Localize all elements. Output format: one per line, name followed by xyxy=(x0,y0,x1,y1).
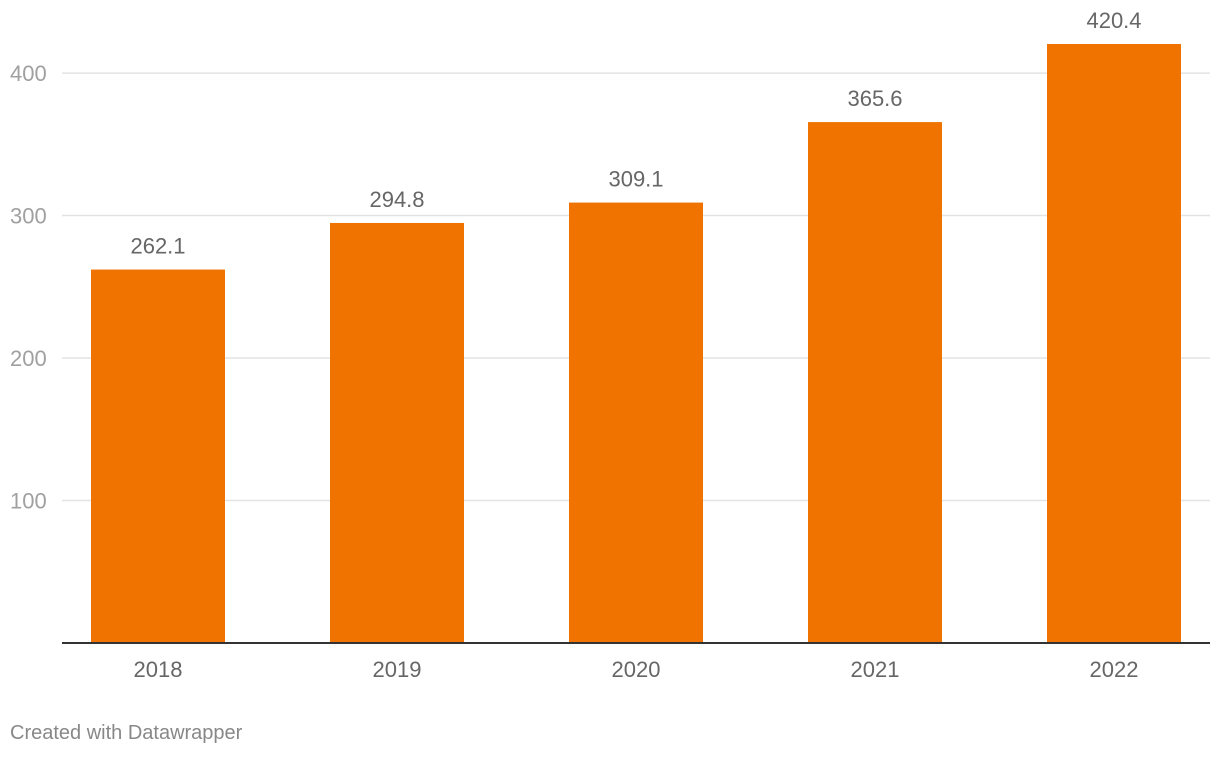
value-label-2022: 420.4 xyxy=(1086,8,1141,33)
y-tick-label: 200 xyxy=(10,346,47,371)
bar-2019 xyxy=(330,222,464,643)
x-tick-label-2018: 2018 xyxy=(134,657,183,682)
x-tick-label-2021: 2021 xyxy=(851,657,900,682)
y-tick-label: 300 xyxy=(10,204,47,229)
value-label-2019: 294.8 xyxy=(369,187,424,212)
value-label-2020: 309.1 xyxy=(608,167,663,192)
credit-text: Created with Datawrapper xyxy=(10,722,243,744)
bar-2018 xyxy=(91,269,225,643)
bar-2020 xyxy=(569,202,703,643)
value-label-2021: 365.6 xyxy=(847,86,902,111)
bars xyxy=(62,44,1210,644)
x-tick-label-2019: 2019 xyxy=(373,657,422,682)
x-tick-label-2020: 2020 xyxy=(612,657,661,682)
bar-2022 xyxy=(1047,44,1181,643)
y-tick-label: 400 xyxy=(10,61,47,86)
value-label-2018: 262.1 xyxy=(130,234,185,259)
labels: 100 200 300 400 262.1 2018 294.8 2019 309.1 2020 3… xyxy=(10,8,1142,682)
x-tick-label-2022: 2022 xyxy=(1090,657,1139,682)
bar-2021 xyxy=(808,122,942,643)
y-tick-label: 100 xyxy=(10,489,47,514)
